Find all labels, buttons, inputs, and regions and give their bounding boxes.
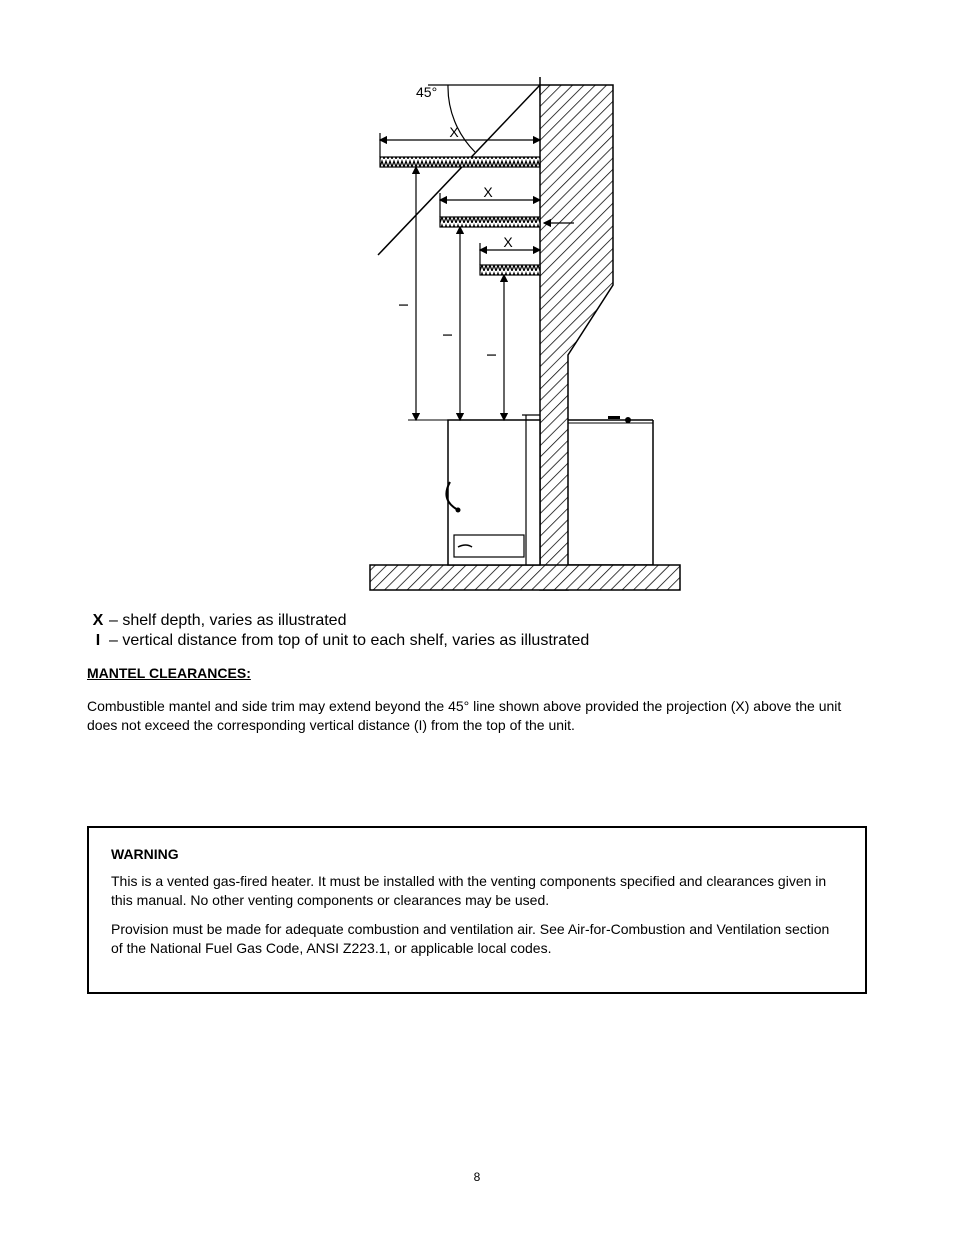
shelf-3: X: [480, 234, 540, 275]
shelf-1: X: [380, 124, 540, 167]
warning-title: WARNING: [111, 846, 843, 862]
label-i-text: – vertical distance from top of unit to …: [109, 632, 867, 650]
svg-text:I: I: [484, 353, 499, 357]
shelf1-x-label: X: [449, 124, 459, 140]
label-x-letter: X: [87, 612, 109, 630]
mantel-clearance-figure: 45°: [308, 55, 694, 595]
warning-p1: This is a vented gas-fired heater. It mu…: [111, 872, 843, 910]
angle-label: 45°: [416, 84, 437, 100]
warning-p2: Provision must be made for adequate comb…: [111, 920, 843, 958]
i-dim-1: I: [396, 167, 416, 420]
shelf2-x-label: X: [483, 184, 493, 200]
svg-text:I: I: [440, 333, 455, 337]
label-i-row: I – vertical distance from top of unit t…: [87, 632, 867, 650]
figure-svg: 45°: [308, 55, 694, 595]
label-i-letter: I: [87, 632, 109, 650]
page-number: 8: [0, 1170, 954, 1184]
mantel-title: MANTEL CLEARANCES:: [87, 665, 251, 681]
i-dim-2: I: [440, 227, 460, 420]
label-x-row: X – shelf depth, varies as illustrated: [87, 612, 867, 630]
mantel-body: Combustible mantel and side trim may ext…: [87, 697, 867, 735]
warning-box: WARNING This is a vented gas-fired heate…: [87, 826, 867, 994]
shelf-2: X: [440, 184, 540, 227]
svg-text:I: I: [396, 303, 411, 307]
shelf3-x-label: X: [503, 234, 513, 250]
label-x-text: – shelf depth, varies as illustrated: [109, 612, 867, 630]
i-dim-3: I: [484, 275, 504, 420]
figure-caption-block: X – shelf depth, varies as illustrated I…: [87, 612, 867, 749]
